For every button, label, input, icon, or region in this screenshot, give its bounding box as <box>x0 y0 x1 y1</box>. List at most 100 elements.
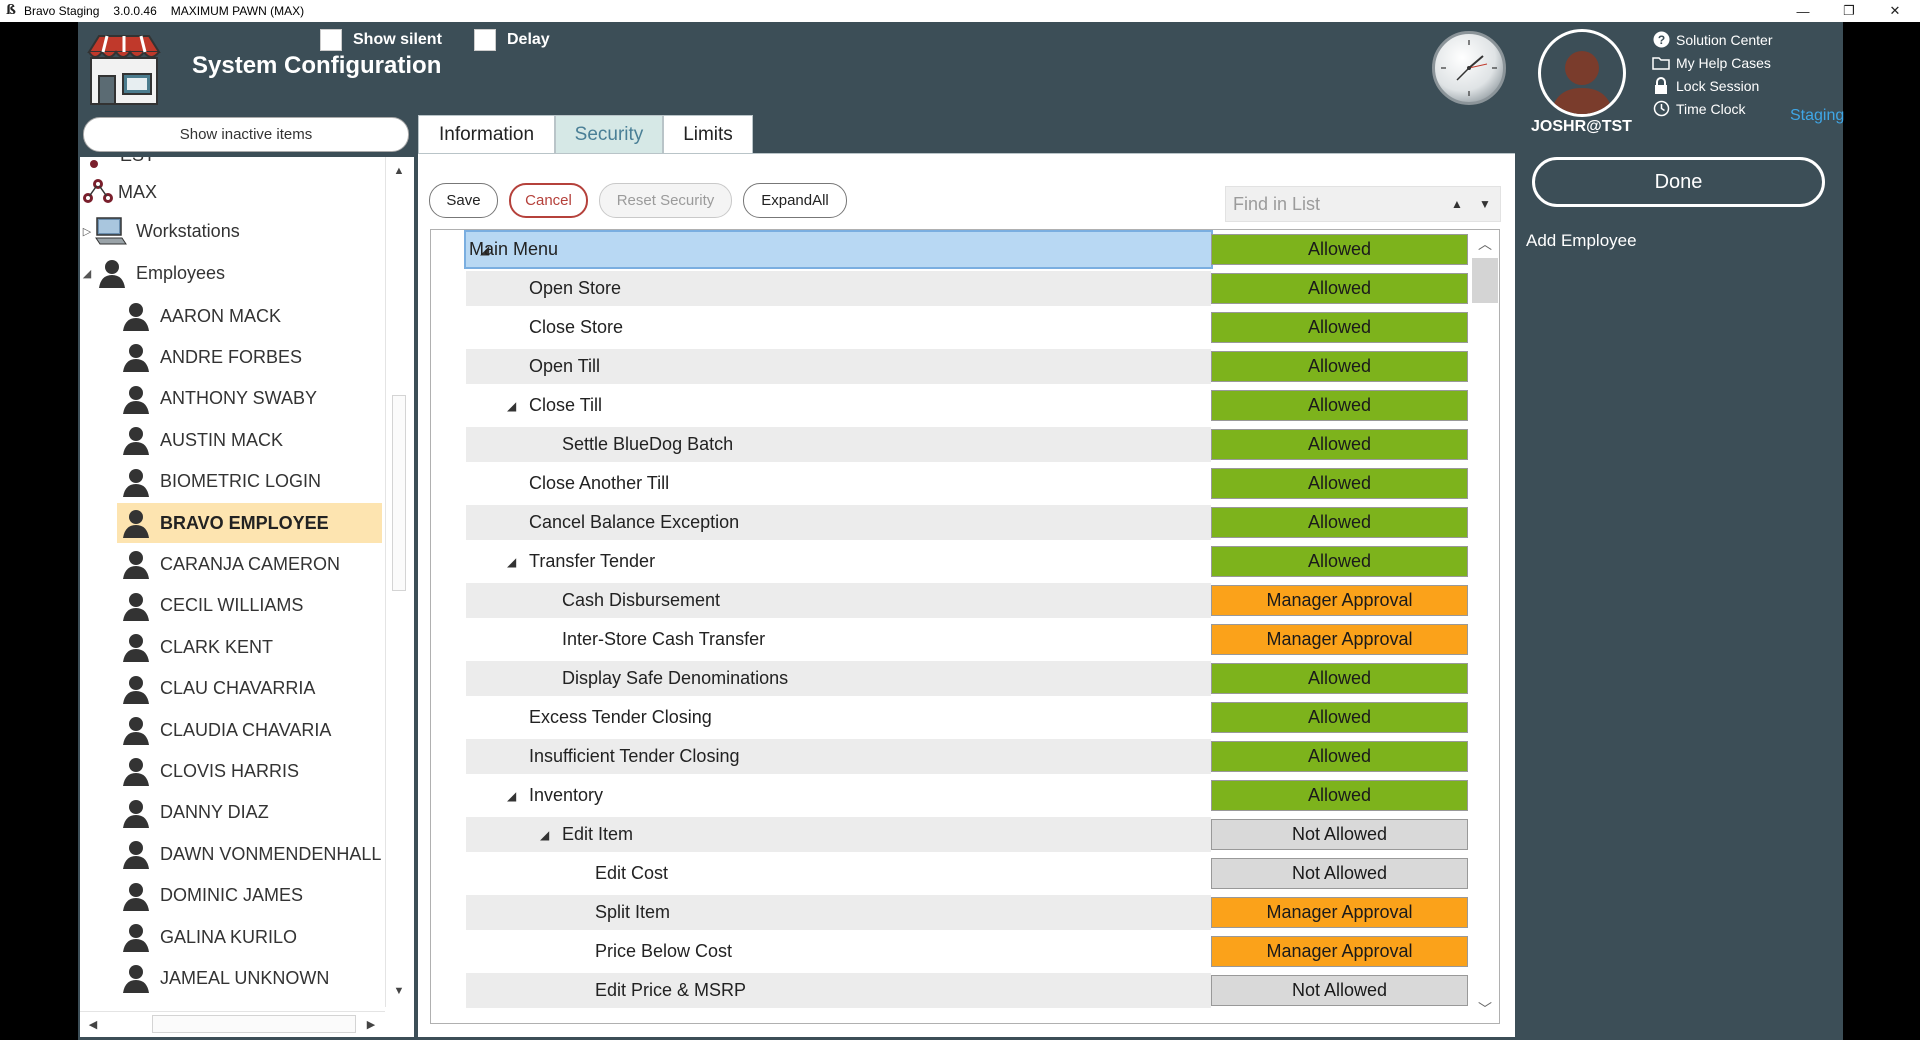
permission-row[interactable]: Price Below Cost Manager Approval <box>466 934 1473 969</box>
employee-item[interactable]: CLAU CHAVARRIA <box>117 669 382 709</box>
permission-row[interactable]: Cash Disbursement Manager Approval <box>466 583 1473 618</box>
employee-item[interactable]: DAWN VONMENDENHALL <box>117 834 382 874</box>
tree-vertical-scrollbar[interactable]: ▲ ▼ <box>385 157 411 1007</box>
permission-status-selector[interactable]: Manager Approval <box>1211 897 1468 928</box>
scroll-thumb[interactable] <box>1472 258 1498 303</box>
employee-item[interactable]: BRAVO EMPLOYEE <box>117 503 382 543</box>
user-avatar[interactable] <box>1538 29 1626 117</box>
permission-row[interactable]: Close Store Allowed <box>466 310 1473 345</box>
permission-status-selector[interactable]: Allowed <box>1211 468 1468 499</box>
scroll-up-icon[interactable]: ︿ <box>1478 236 1492 252</box>
cancel-button[interactable]: Cancel <box>509 183 588 218</box>
employee-item[interactable]: ANTHONY SWABY <box>117 379 382 419</box>
permission-row[interactable]: Inter-Store Cash Transfer Manager Approva… <box>466 622 1473 657</box>
tab-security[interactable]: Security <box>555 115 663 154</box>
reset-security-button[interactable]: Reset Security <box>599 183 732 218</box>
permission-row[interactable]: Close Another Till Allowed <box>466 466 1473 501</box>
close-window-button[interactable]: ✕ <box>1889 3 1901 18</box>
permission-status-selector[interactable]: Not Allowed <box>1211 858 1468 889</box>
employee-item[interactable]: DANNY DIAZ <box>117 793 382 833</box>
find-previous-icon[interactable]: ▲ <box>1451 197 1463 211</box>
permission-status-selector[interactable]: Allowed <box>1211 741 1468 772</box>
permission-row[interactable]: Open Till Allowed <box>466 349 1473 384</box>
collapse-icon[interactable]: ◢ <box>480 242 490 257</box>
permission-row[interactable]: Display Safe Denominations Allowed <box>466 661 1473 696</box>
permission-row[interactable]: ◢ Edit Item Not Allowed <box>466 817 1473 852</box>
save-button[interactable]: Save <box>429 183 498 218</box>
restore-button[interactable]: ❐ <box>1843 3 1855 18</box>
scroll-thumb[interactable] <box>392 395 406 591</box>
employee-item[interactable]: AUSTIN MACK <box>117 420 382 460</box>
permission-row[interactable]: ◢ Inventory Allowed <box>466 778 1473 813</box>
scroll-left-icon[interactable]: ◀ <box>88 1018 98 1031</box>
show-silent-checkbox[interactable]: Show silent <box>320 29 442 51</box>
tree-node-workstations[interactable]: ▷ Workstations <box>80 213 240 249</box>
permission-row[interactable]: ◢ Transfer Tender Allowed <box>466 544 1473 579</box>
delay-checkbox[interactable]: Delay <box>474 29 550 51</box>
collapse-icon[interactable]: ◢ <box>507 398 517 413</box>
employee-item[interactable]: ANDRE FORBES <box>117 337 382 377</box>
minimize-button[interactable]: — <box>1796 3 1810 19</box>
show-inactive-button[interactable]: Show inactive items <box>83 117 409 152</box>
employee-item[interactable]: CLAUDIA CHAVARIA <box>117 710 382 750</box>
employee-item[interactable]: CLOVIS HARRIS <box>117 751 382 791</box>
employee-item[interactable]: CLARK KENT <box>117 627 382 667</box>
tree-node-employees[interactable]: ◢ Employees <box>80 255 225 291</box>
permission-row[interactable]: Edit Price & MSRP Not Allowed <box>466 973 1473 1008</box>
find-in-list-input[interactable]: Find in List ▲ ▼ <box>1225 186 1501 222</box>
permission-row[interactable]: ◢ Main Menu Allowed <box>464 230 1473 269</box>
permission-row[interactable]: Split Item Manager Approval <box>466 895 1473 930</box>
employee-item[interactable]: BIOMETRIC LOGIN <box>117 462 382 502</box>
permission-row[interactable]: Edit Cost Not Allowed <box>466 856 1473 891</box>
scroll-track[interactable] <box>152 1015 356 1033</box>
permission-status-selector[interactable]: Allowed <box>1211 390 1468 421</box>
permission-status-selector[interactable]: Manager Approval <box>1211 936 1468 967</box>
tree-node-partial[interactable]: EST <box>82 157 155 173</box>
permission-status-selector[interactable]: Allowed <box>1211 546 1468 577</box>
permission-row[interactable]: Settle BlueDog Batch Allowed <box>466 427 1473 462</box>
permission-status-selector[interactable]: Allowed <box>1211 234 1468 265</box>
solution-center-link[interactable]: ? Solution Center <box>1652 28 1773 51</box>
time-clock-link[interactable]: Time Clock <box>1652 97 1773 120</box>
permission-row[interactable]: Insufficient Tender Closing Allowed <box>466 739 1473 774</box>
scroll-down-icon[interactable]: ﹀ <box>1478 1001 1492 1017</box>
tab-limits[interactable]: Limits <box>663 115 753 154</box>
permission-row[interactable]: Excess Tender Closing Allowed <box>466 700 1473 735</box>
scroll-up-icon[interactable]: ▲ <box>393 165 405 177</box>
my-help-cases-link[interactable]: My Help Cases <box>1652 51 1773 74</box>
employee-item[interactable]: CARANJA CAMERON <box>117 544 382 584</box>
tree-horizontal-scrollbar[interactable]: ◀ ▶ <box>80 1011 385 1035</box>
permission-list-scrollbar[interactable]: ︿ ﹀ <box>1472 230 1498 1023</box>
permission-status-selector[interactable]: Allowed <box>1211 273 1468 304</box>
permission-status-selector[interactable]: Allowed <box>1211 312 1468 343</box>
employee-item[interactable]: JAMEAL UNKNOWN <box>117 958 382 998</box>
delay-box[interactable] <box>474 29 496 51</box>
tree-node-max[interactable]: MAX <box>82 174 157 210</box>
find-next-icon[interactable]: ▼ <box>1479 197 1491 211</box>
permission-status-selector[interactable]: Allowed <box>1211 351 1468 382</box>
permission-status-selector[interactable]: Allowed <box>1211 663 1468 694</box>
permission-status-selector[interactable]: Not Allowed <box>1211 819 1468 850</box>
employee-item[interactable]: CECIL WILLIAMS <box>117 586 382 626</box>
tab-information[interactable]: Information <box>418 115 555 154</box>
permission-row[interactable]: Open Store Allowed <box>466 271 1473 306</box>
permission-status-selector[interactable]: Allowed <box>1211 429 1468 460</box>
lock-session-link[interactable]: Lock Session <box>1652 74 1773 97</box>
employee-item[interactable]: GALINA KURILO <box>117 917 382 957</box>
collapse-icon[interactable]: ◢ <box>507 554 517 569</box>
show-silent-box[interactable] <box>320 29 342 51</box>
permission-row[interactable]: ◢ Close Till Allowed <box>466 388 1473 423</box>
collapse-icon[interactable]: ◢ <box>540 827 550 842</box>
expand-all-button[interactable]: ExpandAll <box>743 183 847 218</box>
permission-status-selector[interactable]: Allowed <box>1211 507 1468 538</box>
permission-status-selector[interactable]: Allowed <box>1211 702 1468 733</box>
expand-icon[interactable]: ▷ <box>82 225 92 238</box>
collapse-icon[interactable]: ◢ <box>82 267 92 280</box>
scroll-down-icon[interactable]: ▼ <box>393 985 405 997</box>
permission-status-selector[interactable]: Manager Approval <box>1211 624 1468 655</box>
collapse-icon[interactable]: ◢ <box>507 788 517 803</box>
permission-row[interactable]: Cancel Balance Exception Allowed <box>466 505 1473 540</box>
permission-status-selector[interactable]: Not Allowed <box>1211 975 1468 1006</box>
permission-status-selector[interactable]: Allowed <box>1211 780 1468 811</box>
add-employee-link[interactable]: Add Employee <box>1526 231 1637 250</box>
